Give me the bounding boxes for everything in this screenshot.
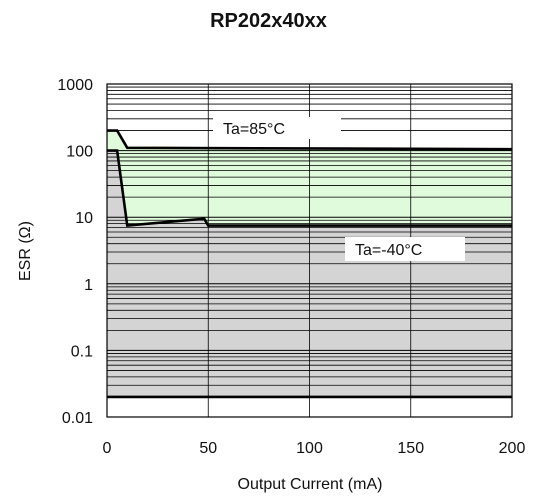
y-tick-label: 100: [66, 144, 93, 161]
plot-frame: [106, 83, 513, 418]
annotation-label: Ta=-40°C: [355, 242, 422, 259]
x-tick-label: 0: [103, 440, 112, 457]
x-tick-label: 200: [499, 440, 526, 457]
x-tick-label: 100: [296, 440, 323, 457]
y-tick-label: 0.01: [62, 410, 93, 427]
x-tick-label: 150: [397, 440, 424, 457]
chart-title: RP202x40xx: [210, 10, 327, 32]
y-tick-label: 1: [84, 277, 93, 294]
y-tick-label: 1000: [57, 77, 93, 94]
x-tick-label: 50: [199, 440, 217, 457]
y-axis-label: ESR (Ω): [17, 221, 34, 281]
x-axis-label: Output Current (mA): [238, 476, 383, 493]
annotation-box: [213, 117, 341, 139]
annotation-box: [345, 237, 465, 261]
y-tick-label: 10: [75, 210, 93, 227]
annotation-label: Ta=85°C: [223, 121, 285, 138]
series-line-85c: [107, 129, 513, 151]
series-line-minus40c: [107, 149, 512, 227]
y-tick-label: 0.1: [71, 343, 93, 360]
